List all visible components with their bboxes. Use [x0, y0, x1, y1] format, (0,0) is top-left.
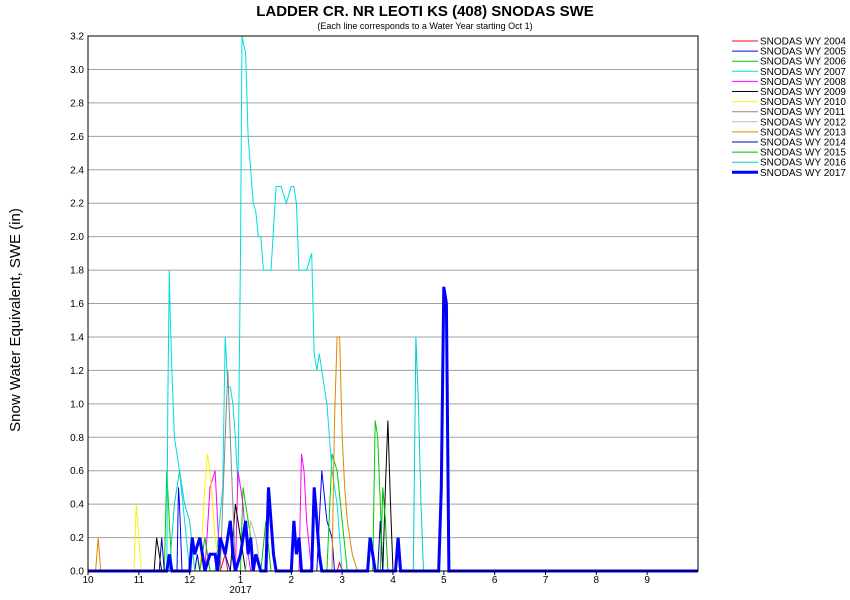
- legend-entry: SNODAS WY 2009: [760, 87, 846, 98]
- y-tick-label: 2.4: [70, 165, 84, 176]
- y-tick-label: 2.8: [70, 98, 84, 109]
- legend-entry: SNODAS WY 2005: [760, 47, 846, 58]
- x-tick-label: 4: [390, 575, 396, 586]
- legend-entry: SNODAS WY 2014: [760, 138, 846, 149]
- series-line: [88, 336, 698, 572]
- x-tick-label: 10: [82, 575, 94, 586]
- x-tick-label: 7: [543, 575, 549, 586]
- y-tick-label: 0.8: [70, 433, 84, 444]
- legend-entry: SNODAS WY 2011: [760, 107, 846, 118]
- y-tick-label: 1.0: [70, 399, 84, 410]
- x-tick-label: 11: [134, 575, 145, 586]
- legend-entry: SNODAS WY 2006: [760, 57, 846, 68]
- grid-lines: [88, 35, 698, 572]
- y-tick-label: 0.6: [70, 466, 84, 477]
- y-tick-label: 2.2: [70, 199, 84, 210]
- legend-entry: SNODAS WY 2007: [760, 67, 846, 78]
- y-axis-label: Snow Water Equivalent, SWE (in): [7, 208, 24, 432]
- series-line: [88, 487, 698, 572]
- x-year-label: 2017: [229, 585, 252, 596]
- legend-entry: SNODAS WY 2008: [760, 77, 846, 88]
- legend-entry: SNODAS WY 2012: [760, 117, 846, 128]
- series-line: [88, 336, 698, 572]
- series-line: [88, 35, 698, 572]
- x-tick-label: 12: [184, 575, 196, 586]
- x-tick-label: 8: [594, 575, 600, 586]
- x-tick-label: 5: [441, 575, 447, 586]
- series-line: [88, 453, 698, 572]
- x-tick-label: 2: [289, 575, 295, 586]
- y-tick-labels: 0.0 0.2 0.4 0.6 0.8 1.0 1.2 1.4 1.6 1.8 2.0 2.2 2.4 2…: [70, 32, 84, 578]
- legend-entry: SNODAS WY 2016: [760, 158, 846, 169]
- y-tick-label: 1.4: [70, 332, 84, 343]
- series-line: [88, 453, 698, 572]
- y-tick-label: 0.0: [70, 567, 84, 578]
- chart-title: LADDER CR. NR LEOTI KS (408) SNODAS SWE: [256, 3, 594, 20]
- series-line: [88, 286, 698, 573]
- series-line: [88, 420, 698, 572]
- legend-entry: SNODAS WY 2004: [760, 37, 846, 48]
- x-tick-label: 1: [238, 575, 244, 586]
- x-tick-label: 3: [339, 575, 345, 586]
- y-tick-label: 3.0: [70, 65, 84, 76]
- y-tick-label: 1.6: [70, 299, 84, 310]
- chart-subtitle: (Each line corresponds to a Water Year s…: [317, 21, 532, 31]
- y-tick-label: 1.8: [70, 266, 84, 277]
- y-tick-label: 0.4: [70, 500, 84, 511]
- series-line: [88, 470, 698, 572]
- legend-entry: SNODAS WY 2015: [760, 148, 846, 159]
- x-tick-label: 9: [644, 575, 650, 586]
- y-tick-label: 1.2: [70, 366, 84, 377]
- x-tick-label: 6: [492, 575, 498, 586]
- y-tick-label: 2.0: [70, 232, 84, 243]
- legend-entry: SNODAS WY 2010: [760, 97, 846, 108]
- y-tick-label: 2.6: [70, 132, 84, 143]
- y-tick-label: 0.2: [70, 533, 84, 544]
- legend-entry: SNODAS WY 2013: [760, 127, 846, 138]
- legend-entry: SNODAS WY 2017: [760, 168, 846, 179]
- y-tick-label: 3.2: [70, 32, 84, 43]
